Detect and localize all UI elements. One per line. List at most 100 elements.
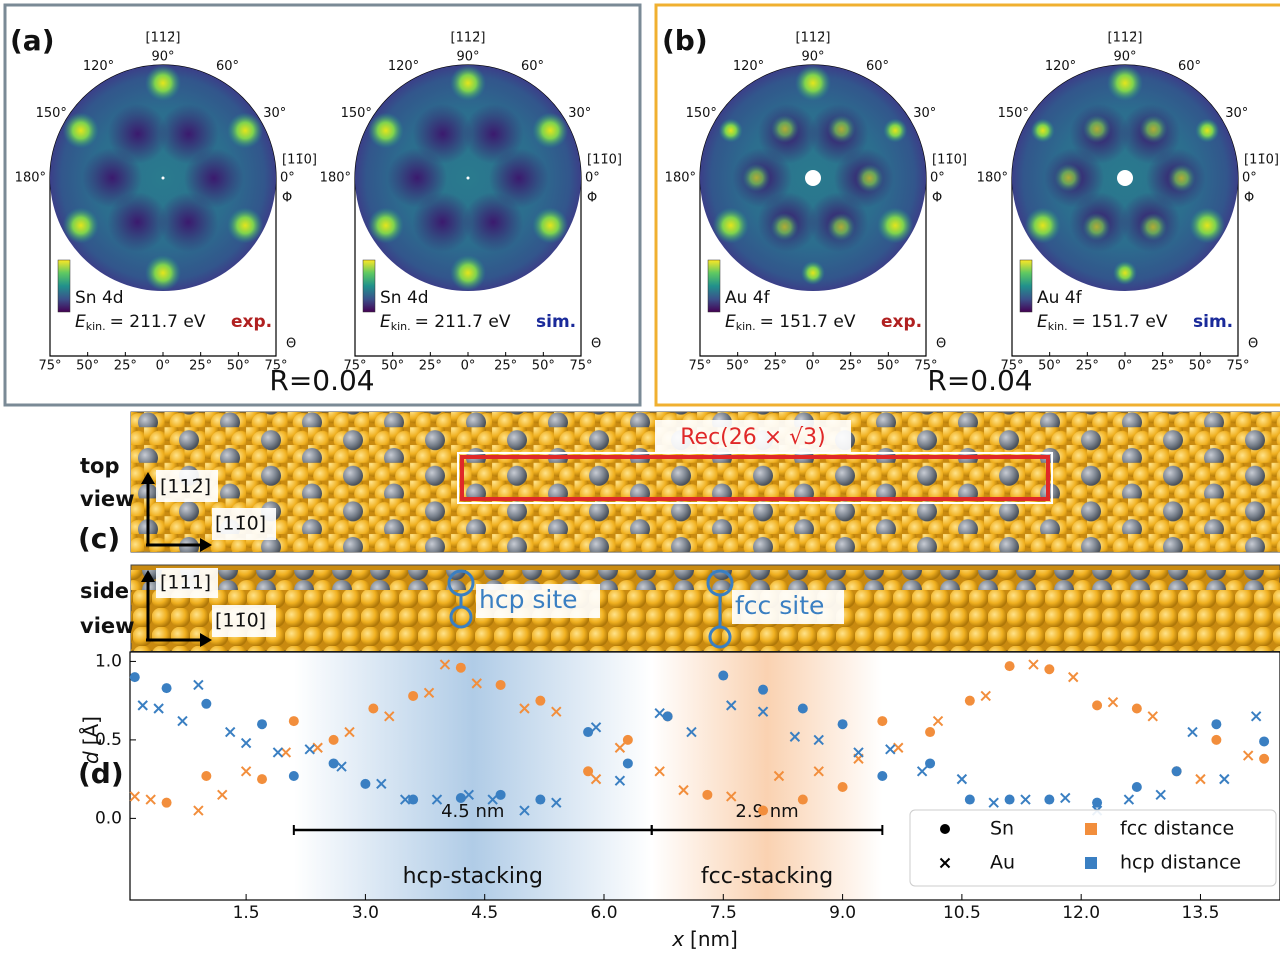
angle-label: 60° [521, 59, 544, 74]
colorbar [363, 260, 375, 312]
point [130, 792, 139, 801]
legend-label: hcp distance [1120, 852, 1241, 874]
energy-value: = 151.7 eV [760, 312, 856, 332]
energy-symbol: E [725, 312, 736, 332]
angle-label: 180° [320, 171, 351, 186]
point [623, 758, 633, 768]
pattern-spot [1083, 213, 1111, 241]
point [1044, 664, 1054, 674]
point [1005, 795, 1015, 805]
pattern-spot [227, 207, 263, 243]
x-tick-label: 3.0 [352, 903, 379, 923]
point [194, 680, 203, 689]
angle-label: 0° [585, 171, 600, 186]
radial-label: 50° [877, 359, 900, 374]
y-tick-label: 0.0 [95, 808, 122, 828]
radial-label: 50° [532, 359, 555, 374]
radial-label: 25° [114, 359, 137, 374]
pattern-spot [450, 65, 486, 101]
radial-label: 75° [343, 359, 366, 374]
colorbar [708, 260, 720, 312]
point [925, 727, 935, 737]
point [162, 683, 172, 693]
point [1211, 735, 1221, 745]
point [1005, 661, 1015, 671]
point [965, 696, 975, 706]
pattern-spot [801, 261, 825, 285]
direction-label: [11̄0] [282, 153, 317, 168]
point [289, 716, 299, 726]
radial-label: 50° [381, 359, 404, 374]
pattern-spot [227, 113, 263, 149]
energy-subscript: kin. [391, 320, 411, 333]
x-tick-label: 13.5 [1182, 903, 1220, 923]
legend-swatch [1085, 857, 1097, 869]
angle-label: 60° [866, 59, 889, 74]
phi-label: Φ [1244, 191, 1254, 206]
pattern-spot [827, 213, 855, 241]
radial-label: 0° [156, 359, 171, 374]
pattern-spot [883, 119, 907, 143]
point [138, 701, 147, 710]
center-dot [1117, 170, 1133, 186]
point [162, 798, 172, 808]
angle-label: 30° [1225, 106, 1248, 121]
point [1108, 698, 1117, 707]
center-dot [467, 177, 470, 180]
pattern-spot [532, 207, 568, 243]
point [242, 739, 251, 748]
axis-label: [112̄] [160, 476, 211, 498]
point [934, 717, 943, 726]
direction-label: [112̄] [796, 31, 831, 46]
figure: (a)R=0.04180°150°120°90°60°30°0°[112̄][1… [0, 0, 1280, 953]
panel-label: (c) [78, 522, 120, 555]
energy-label: Ekin.= 151.7 eV [1037, 312, 1168, 333]
point [957, 775, 966, 784]
y-tick-label: 1.0 [95, 651, 122, 671]
angle-label: 0° [930, 171, 945, 186]
legend-marker [940, 824, 950, 834]
pattern-spot [145, 65, 181, 101]
x-tick-label: 10.5 [943, 903, 981, 923]
energy-label: Ekin.= 211.7 eV [75, 312, 206, 333]
radial-label: 0° [806, 359, 821, 374]
colorbar [58, 260, 70, 312]
theta-label: Θ [286, 337, 296, 352]
kind-label: exp. [231, 312, 272, 332]
radial-label: 25° [764, 359, 787, 374]
angle-label: 60° [1178, 59, 1201, 74]
pattern-spot [771, 213, 799, 241]
radial-label: 25° [839, 359, 862, 374]
x-tick-label: 9.0 [829, 903, 856, 923]
pattern-spot [63, 207, 99, 243]
element-label: Au 4f [1037, 288, 1083, 308]
pattern-spot [771, 115, 799, 143]
center-dot [162, 177, 165, 180]
pattern-spot [63, 113, 99, 149]
point [758, 685, 768, 695]
point [758, 806, 768, 816]
point [242, 767, 251, 776]
point [257, 774, 267, 784]
angle-label: 0° [1242, 171, 1257, 186]
x-tick-label: 6.0 [590, 903, 617, 923]
point [360, 779, 370, 789]
point [496, 790, 506, 800]
element-label: Sn 4d [380, 288, 429, 308]
point [1132, 782, 1142, 792]
pattern-spot [145, 255, 181, 291]
point [273, 748, 282, 757]
point [718, 671, 728, 681]
radial-label: 25° [419, 359, 442, 374]
point [1220, 775, 1229, 784]
y-axis-label: d[Å] [79, 716, 103, 764]
legend-label: Au [990, 852, 1015, 874]
point [201, 699, 211, 709]
radial-label: 75° [264, 359, 287, 374]
angle-label: 150° [341, 106, 372, 121]
radial-label: 50° [726, 359, 749, 374]
point [838, 782, 848, 792]
angle-label: 180° [977, 171, 1008, 186]
pattern-spot [713, 207, 749, 243]
